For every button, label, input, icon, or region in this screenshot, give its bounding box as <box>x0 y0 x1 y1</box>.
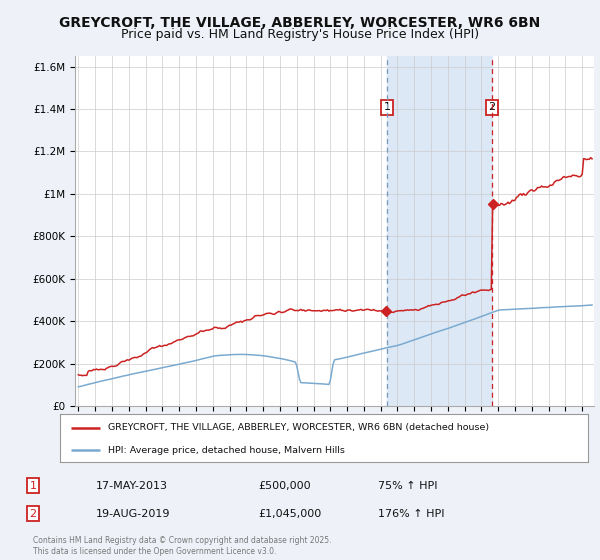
Text: £500,000: £500,000 <box>258 480 311 491</box>
Text: Contains HM Land Registry data © Crown copyright and database right 2025.
This d: Contains HM Land Registry data © Crown c… <box>33 536 331 556</box>
Text: 176% ↑ HPI: 176% ↑ HPI <box>378 508 445 519</box>
Text: HPI: Average price, detached house, Malvern Hills: HPI: Average price, detached house, Malv… <box>107 446 344 455</box>
Text: 19-AUG-2019: 19-AUG-2019 <box>96 508 170 519</box>
Text: £1,045,000: £1,045,000 <box>258 508 321 519</box>
Text: 1: 1 <box>29 480 37 491</box>
Text: GREYCROFT, THE VILLAGE, ABBERLEY, WORCESTER, WR6 6BN (detached house): GREYCROFT, THE VILLAGE, ABBERLEY, WORCES… <box>107 423 488 432</box>
Text: GREYCROFT, THE VILLAGE, ABBERLEY, WORCESTER, WR6 6BN: GREYCROFT, THE VILLAGE, ABBERLEY, WORCES… <box>59 16 541 30</box>
Text: 17-MAY-2013: 17-MAY-2013 <box>96 480 168 491</box>
Bar <box>387 56 492 406</box>
Text: 75% ↑ HPI: 75% ↑ HPI <box>378 480 437 491</box>
Text: Price paid vs. HM Land Registry's House Price Index (HPI): Price paid vs. HM Land Registry's House … <box>121 28 479 41</box>
Text: 1: 1 <box>383 102 391 113</box>
Text: 2: 2 <box>29 508 37 519</box>
Text: 2: 2 <box>488 102 496 113</box>
